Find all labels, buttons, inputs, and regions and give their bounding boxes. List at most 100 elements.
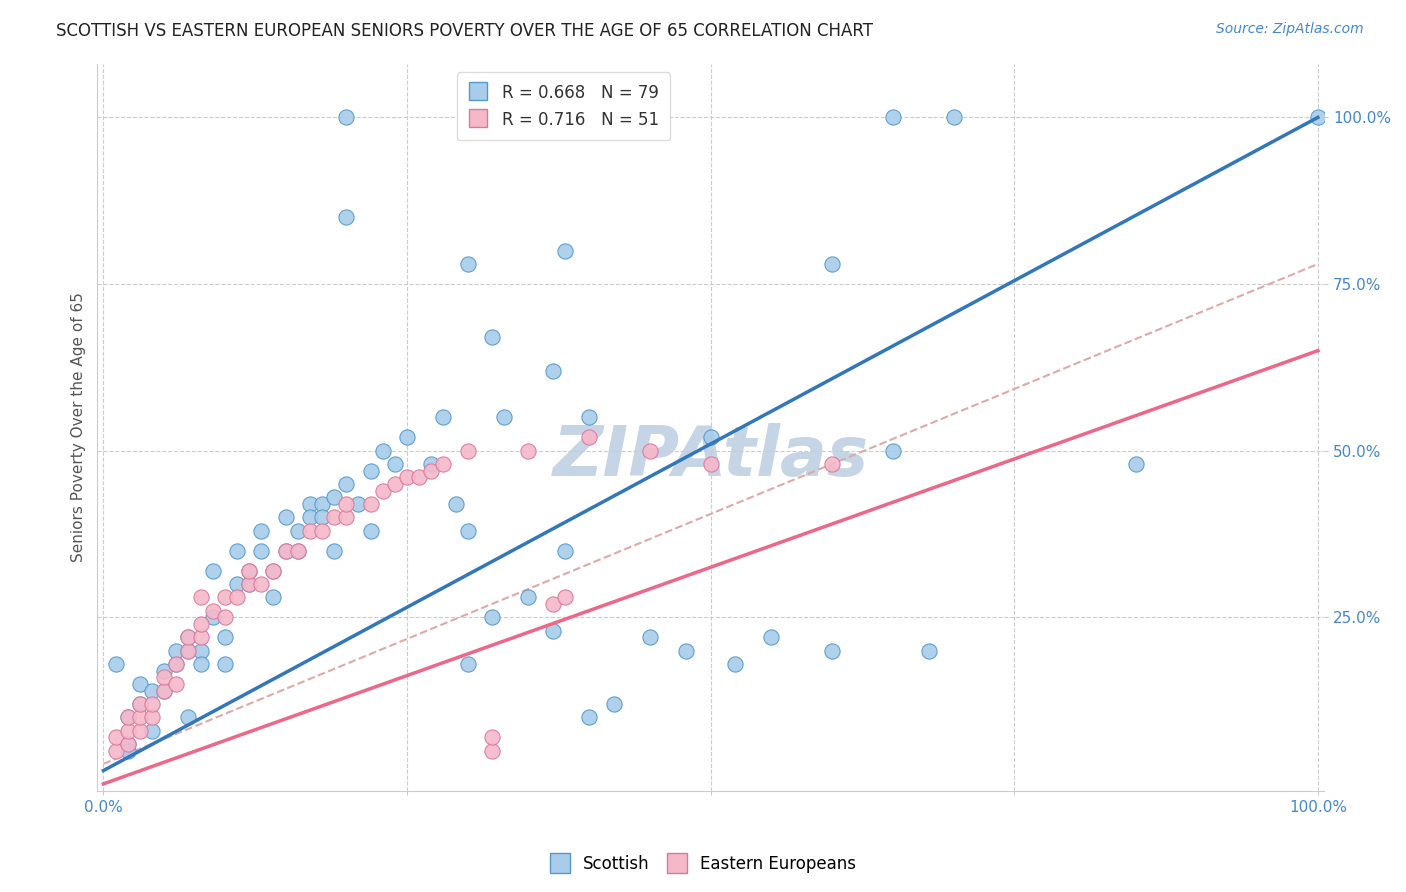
Point: [882, 443, 904, 458]
Point: [165, 657, 187, 671]
Point: [214, 657, 236, 671]
Point: [201, 564, 224, 578]
Point: [214, 630, 236, 644]
Point: [128, 710, 150, 724]
Point: [541, 364, 564, 378]
Point: [517, 443, 540, 458]
Point: [335, 211, 357, 225]
Point: [104, 657, 127, 671]
Point: [335, 497, 357, 511]
Point: [396, 430, 419, 444]
Point: [153, 670, 176, 684]
Point: [177, 630, 200, 644]
Point: [384, 457, 406, 471]
Point: [262, 564, 284, 578]
Point: [274, 510, 297, 524]
Point: [541, 597, 564, 611]
Point: [201, 604, 224, 618]
Point: [214, 610, 236, 624]
Point: [311, 510, 333, 524]
Point: [117, 743, 139, 757]
Point: [226, 591, 249, 605]
Point: [274, 543, 297, 558]
Point: [250, 577, 273, 591]
Point: [918, 643, 941, 657]
Point: [128, 677, 150, 691]
Point: [481, 610, 503, 624]
Point: [117, 737, 139, 751]
Point: [165, 677, 187, 691]
Point: [638, 630, 661, 644]
Point: [190, 616, 212, 631]
Point: [517, 591, 540, 605]
Text: ZIPAtlas: ZIPAtlas: [553, 423, 869, 490]
Point: [141, 710, 163, 724]
Point: [444, 497, 467, 511]
Point: [457, 257, 479, 271]
Point: [724, 657, 747, 671]
Point: [554, 543, 576, 558]
Point: [494, 410, 516, 425]
Point: [335, 111, 357, 125]
Point: [323, 543, 346, 558]
Point: [190, 657, 212, 671]
Point: [335, 510, 357, 524]
Point: [262, 564, 284, 578]
Point: [153, 664, 176, 678]
Point: [420, 457, 443, 471]
Point: [481, 743, 503, 757]
Point: [238, 564, 260, 578]
Point: [578, 430, 600, 444]
Point: [602, 697, 624, 711]
Point: [117, 710, 139, 724]
Point: [384, 477, 406, 491]
Point: [554, 244, 576, 258]
Point: [821, 257, 844, 271]
Point: [141, 683, 163, 698]
Point: [177, 643, 200, 657]
Point: [371, 443, 394, 458]
Point: [311, 524, 333, 538]
Point: [104, 730, 127, 744]
Point: [117, 737, 139, 751]
Point: [882, 111, 904, 125]
Point: [360, 524, 382, 538]
Point: [104, 743, 127, 757]
Point: [298, 524, 321, 538]
Point: [699, 457, 721, 471]
Point: [675, 643, 697, 657]
Point: [274, 543, 297, 558]
Point: [177, 643, 200, 657]
Point: [761, 630, 783, 644]
Text: Source: ZipAtlas.com: Source: ZipAtlas.com: [1216, 22, 1364, 37]
Point: [408, 470, 430, 484]
Point: [821, 643, 844, 657]
Point: [190, 630, 212, 644]
Point: [287, 543, 309, 558]
Point: [457, 657, 479, 671]
Point: [942, 111, 965, 125]
Point: [238, 564, 260, 578]
Point: [250, 524, 273, 538]
Point: [201, 610, 224, 624]
Point: [262, 591, 284, 605]
Point: [117, 723, 139, 738]
Legend: Scottish, Eastern Europeans: Scottish, Eastern Europeans: [543, 848, 863, 880]
Point: [153, 683, 176, 698]
Y-axis label: Seniors Poverty Over the Age of 65: Seniors Poverty Over the Age of 65: [72, 293, 86, 562]
Point: [541, 624, 564, 638]
Point: [347, 497, 370, 511]
Point: [287, 543, 309, 558]
Point: [153, 683, 176, 698]
Point: [554, 591, 576, 605]
Point: [128, 697, 150, 711]
Point: [360, 497, 382, 511]
Point: [226, 577, 249, 591]
Point: [250, 543, 273, 558]
Point: [214, 591, 236, 605]
Point: [141, 697, 163, 711]
Text: SCOTTISH VS EASTERN EUROPEAN SENIORS POVERTY OVER THE AGE OF 65 CORRELATION CHAR: SCOTTISH VS EASTERN EUROPEAN SENIORS POV…: [56, 22, 873, 40]
Point: [117, 710, 139, 724]
Point: [432, 457, 454, 471]
Point: [638, 443, 661, 458]
